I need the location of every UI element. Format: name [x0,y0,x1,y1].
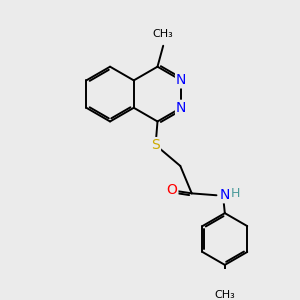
Text: N: N [176,74,186,87]
Text: N: N [220,188,230,202]
Text: S: S [151,138,160,152]
Text: CH₃: CH₃ [214,290,235,300]
Text: O: O [167,183,177,197]
Text: CH₃: CH₃ [153,29,174,39]
Text: N: N [176,101,186,115]
Text: H: H [231,187,240,200]
